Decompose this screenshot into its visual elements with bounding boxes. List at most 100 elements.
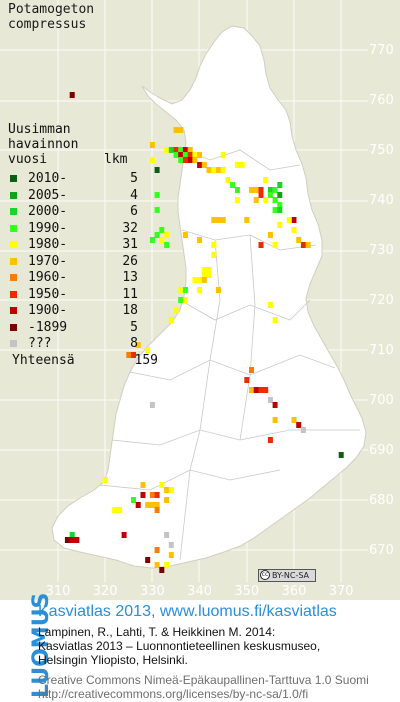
record-square bbox=[121, 532, 127, 538]
y-tick-label: 720 bbox=[369, 293, 394, 308]
legend-row: ??? 8 bbox=[8, 336, 138, 353]
x-tick-label: 340 bbox=[187, 584, 212, 599]
record-squares bbox=[64, 92, 344, 573]
record-square bbox=[112, 507, 118, 513]
record-square bbox=[154, 167, 160, 173]
legend-swatch bbox=[10, 241, 17, 248]
map-area: Potamogeton compressus Uusimman havainno… bbox=[0, 0, 400, 600]
record-square bbox=[149, 237, 155, 243]
record-square bbox=[258, 387, 264, 393]
record-square bbox=[258, 187, 264, 193]
record-square bbox=[164, 487, 170, 493]
license-line-2[interactable]: http://creativecommons.org/licenses/by-n… bbox=[38, 687, 309, 701]
legend-period: 1960- bbox=[28, 270, 68, 285]
record-square bbox=[154, 192, 160, 198]
legend-swatch bbox=[10, 257, 17, 265]
legend-row: 2000- 6 bbox=[8, 204, 138, 221]
record-square bbox=[178, 147, 184, 153]
record-square bbox=[272, 242, 278, 248]
record-square bbox=[277, 207, 283, 213]
legend-count: 13 bbox=[122, 270, 138, 285]
legend-period: 2000- bbox=[28, 204, 68, 219]
record-square bbox=[145, 557, 151, 563]
record-square bbox=[197, 237, 203, 243]
record-square bbox=[145, 347, 151, 353]
record-square bbox=[197, 277, 203, 283]
legend-period: 2005- bbox=[28, 187, 68, 203]
record-square bbox=[296, 237, 302, 243]
record-square bbox=[216, 167, 221, 173]
finland-outline bbox=[51, 25, 367, 569]
legend-rows: 2010- 5 2005- 4 2000- 6 1990- 32 1980- 31 1970- 26 1… bbox=[8, 171, 138, 353]
record-square bbox=[159, 227, 165, 233]
record-square bbox=[211, 217, 217, 223]
record-square bbox=[173, 152, 179, 158]
species-genus: Potamogeton bbox=[8, 2, 95, 17]
record-square bbox=[192, 277, 198, 283]
record-square bbox=[168, 317, 174, 323]
record-square bbox=[102, 477, 108, 483]
record-square bbox=[249, 367, 254, 373]
record-square bbox=[159, 482, 165, 488]
legend-header-1: Uusimman bbox=[8, 122, 71, 137]
record-square bbox=[272, 197, 278, 203]
legend-period: 2010- bbox=[28, 171, 68, 186]
record-square bbox=[135, 502, 141, 508]
record-square bbox=[154, 207, 160, 213]
record-square bbox=[249, 187, 254, 193]
record-square bbox=[197, 162, 203, 168]
legend-total-label: Yhteensä bbox=[12, 352, 75, 368]
record-square bbox=[187, 147, 193, 153]
record-square bbox=[69, 537, 75, 543]
legend-period: 1980- bbox=[28, 237, 68, 252]
record-square bbox=[267, 192, 273, 198]
record-square bbox=[182, 152, 188, 158]
record-square bbox=[182, 147, 188, 153]
record-square bbox=[154, 547, 160, 553]
citation-line-2: Kasviatlas 2013 – Luonnontieteellinen ke… bbox=[38, 639, 321, 653]
atlas-title-link[interactable]: Kasviatlas 2013, www.luomus.fi/kasviatla… bbox=[38, 603, 337, 620]
record-square bbox=[164, 147, 170, 153]
record-square bbox=[291, 217, 297, 223]
record-square bbox=[291, 417, 297, 423]
luomus-logo: LUOMUS bbox=[3, 593, 54, 698]
legend-period: 1990- bbox=[28, 220, 68, 236]
record-square bbox=[69, 532, 75, 538]
y-tick-label: 670 bbox=[369, 543, 394, 558]
record-square bbox=[286, 217, 292, 223]
record-square bbox=[272, 317, 278, 323]
legend-swatch bbox=[10, 323, 17, 331]
record-square bbox=[74, 537, 80, 543]
legend-total-value: 159 bbox=[134, 352, 158, 368]
record-square bbox=[225, 177, 231, 183]
y-tick-label: 740 bbox=[369, 193, 394, 208]
record-square bbox=[187, 157, 193, 163]
x-tick-label: 350 bbox=[234, 584, 260, 599]
legend: Uusimman havainnon vuosi lkm 2010- 5 2005-… bbox=[8, 122, 158, 369]
record-square bbox=[267, 437, 273, 443]
record-square bbox=[116, 507, 122, 513]
legend-row: 1970- 26 bbox=[8, 254, 138, 271]
record-square bbox=[267, 232, 273, 238]
record-square bbox=[173, 307, 179, 313]
x-tick-label: 360 bbox=[281, 584, 307, 599]
record-square bbox=[149, 402, 155, 408]
species-name: Potamogeton compressus bbox=[8, 2, 94, 32]
record-square bbox=[178, 127, 184, 133]
citation: Lampinen, R., Lahti, T. & Heikkinen M. 2… bbox=[38, 625, 320, 667]
record-square bbox=[249, 387, 254, 393]
record-square bbox=[267, 302, 273, 308]
x-tick-label: 310 bbox=[45, 584, 71, 599]
y-tick-label: 690 bbox=[369, 443, 394, 458]
legend-swatch bbox=[10, 175, 17, 182]
record-square bbox=[145, 502, 151, 508]
footer bbox=[0, 600, 400, 702]
record-square bbox=[168, 552, 174, 558]
distribution-map bbox=[0, 0, 368, 582]
citation-line-3: Helsingin Yliopisto, Helsinki. bbox=[38, 653, 188, 667]
legend-count: 18 bbox=[122, 303, 138, 318]
x-tick-label: 370 bbox=[328, 584, 354, 599]
record-square bbox=[182, 297, 188, 303]
legend-header-3: vuosi lkm bbox=[8, 152, 127, 167]
legend-row: 1950- 11 bbox=[8, 287, 138, 304]
